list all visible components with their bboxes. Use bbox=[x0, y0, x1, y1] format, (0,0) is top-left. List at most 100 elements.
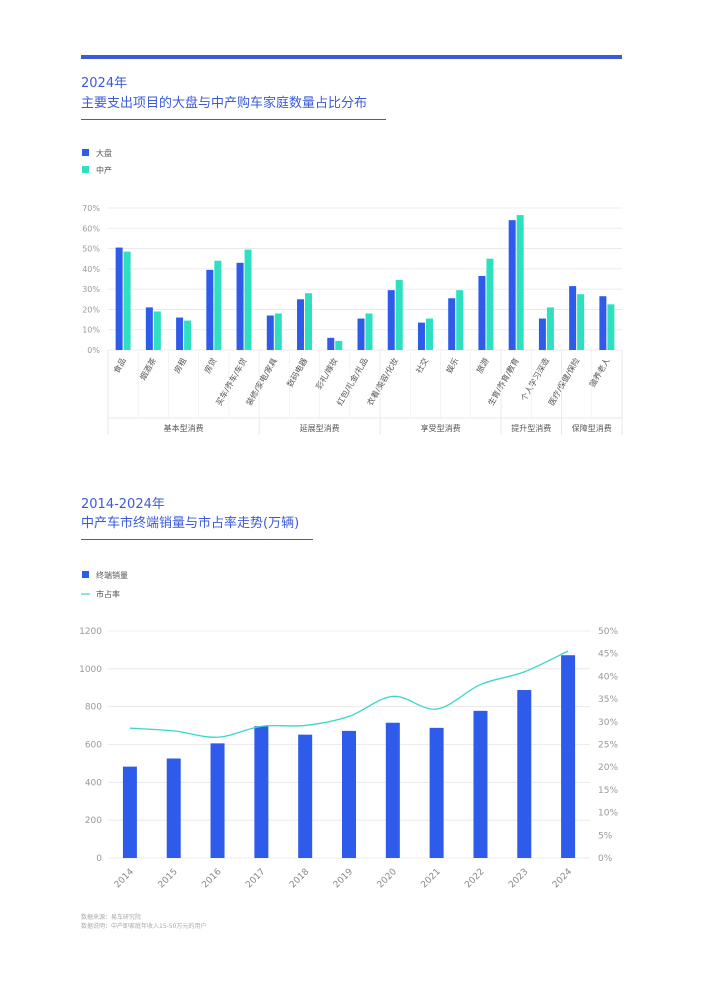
group-label: 享受型消费 bbox=[421, 423, 461, 433]
bar-zhongchan bbox=[395, 280, 403, 350]
chart2-main-title: 中产车市终端销量与市占率走势(万辆) bbox=[81, 516, 300, 531]
y-tick-label: 40% bbox=[82, 265, 100, 274]
bar-dapan bbox=[115, 247, 123, 350]
bar-zhongchan bbox=[123, 251, 131, 350]
chart2-year-title: 2014-2024年 bbox=[81, 497, 165, 512]
bar-dapan bbox=[206, 269, 214, 350]
bar-zhongchan bbox=[516, 215, 524, 350]
bar-zhongchan bbox=[184, 320, 192, 350]
y-tick-label: 30% bbox=[82, 285, 100, 294]
x-tick-label: 2015 bbox=[157, 867, 180, 890]
bar-dapan bbox=[297, 299, 305, 350]
legend-swatch-sales bbox=[82, 571, 89, 578]
bar-zhongchan bbox=[153, 311, 161, 350]
x-tick-label: 2016 bbox=[200, 867, 223, 890]
bar-dapan bbox=[478, 275, 486, 350]
y-right-tick-label: 40% bbox=[598, 672, 618, 682]
bar-sales bbox=[429, 727, 444, 858]
chart1-year-title: 2024年 bbox=[81, 76, 128, 91]
y-left-tick-label: 1200 bbox=[79, 627, 102, 637]
bar-zhongchan bbox=[607, 304, 615, 350]
y-right-tick-label: 0% bbox=[598, 854, 613, 864]
bar-sales bbox=[166, 758, 181, 858]
legend-label: 市占率 bbox=[96, 589, 120, 599]
y-left-tick-label: 0 bbox=[96, 854, 102, 864]
legend-label: 终端销量 bbox=[96, 570, 128, 580]
y-right-tick-label: 35% bbox=[598, 695, 618, 705]
x-tick-label: 2017 bbox=[244, 867, 267, 890]
y-tick-label: 0% bbox=[87, 346, 100, 355]
y-right-tick-label: 10% bbox=[598, 809, 618, 819]
y-tick-label: 10% bbox=[82, 326, 100, 335]
bar-sales bbox=[210, 743, 225, 858]
bar-dapan bbox=[236, 262, 244, 350]
bar-sales bbox=[342, 730, 356, 858]
bar-zhongchan bbox=[456, 290, 464, 350]
legend-swatch-zhongchan bbox=[82, 166, 89, 173]
y-left-tick-label: 200 bbox=[85, 816, 102, 826]
bar-sales bbox=[473, 710, 488, 858]
bar-sales bbox=[517, 690, 532, 858]
y-tick-label: 20% bbox=[82, 305, 100, 314]
chart1-main-title: 主要支出项目的大盘与中产购车家庭数量占比分布 bbox=[81, 96, 368, 111]
group-label: 延展型消费 bbox=[300, 423, 340, 433]
legend-label: 大盘 bbox=[96, 148, 112, 158]
chart2-title-rule bbox=[81, 539, 313, 540]
group-label: 提升型消费 bbox=[511, 423, 551, 433]
x-tick-label: 2023 bbox=[507, 867, 530, 890]
footnote-note: 数据说明：中产即家庭年收入15-50万元的用户 bbox=[81, 923, 207, 930]
bar-zhongchan bbox=[365, 313, 373, 350]
group-label: 基本型消费 bbox=[164, 423, 204, 433]
x-tick-label: 2024 bbox=[551, 867, 574, 890]
x-tick-label: 2018 bbox=[288, 867, 311, 890]
y-tick-label: 70% bbox=[82, 204, 100, 213]
bar-dapan bbox=[417, 322, 425, 350]
share-line bbox=[129, 650, 569, 738]
bar-sales bbox=[561, 655, 576, 858]
top-accent-bar bbox=[81, 55, 622, 59]
y-tick-label: 60% bbox=[82, 224, 100, 233]
bar-zhongchan bbox=[546, 307, 554, 350]
y-right-tick-label: 15% bbox=[598, 786, 618, 796]
bar-dapan bbox=[508, 220, 516, 350]
bar-sales bbox=[385, 722, 400, 858]
bar-dapan bbox=[538, 318, 546, 350]
bar-dapan bbox=[327, 337, 335, 350]
x-tick-label: 2020 bbox=[376, 867, 399, 890]
y-right-tick-label: 30% bbox=[598, 718, 618, 728]
bar-dapan bbox=[176, 317, 184, 350]
y-left-tick-label: 1000 bbox=[79, 665, 102, 675]
bar-dapan bbox=[448, 298, 456, 350]
chart1-title-rule bbox=[81, 119, 386, 120]
bar-zhongchan bbox=[305, 293, 313, 350]
x-tick-label: 2022 bbox=[463, 867, 486, 890]
y-right-tick-label: 25% bbox=[598, 741, 618, 751]
bar-zhongchan bbox=[335, 340, 343, 350]
bar-dapan bbox=[357, 318, 365, 350]
bar-zhongchan bbox=[425, 318, 433, 350]
bar-dapan bbox=[387, 290, 395, 350]
y-right-tick-label: 50% bbox=[598, 627, 618, 637]
footnote-source: 数据来源：易车研究院 bbox=[81, 914, 142, 921]
group-label: 保障型消费 bbox=[572, 423, 612, 433]
y-left-tick-label: 400 bbox=[85, 778, 102, 788]
bar-sales bbox=[122, 766, 137, 858]
legend-label: 中产 bbox=[96, 165, 112, 175]
bar-dapan bbox=[599, 296, 607, 350]
x-tick-label: 2021 bbox=[419, 867, 442, 890]
y-right-tick-label: 5% bbox=[598, 831, 613, 841]
bar-sales bbox=[254, 726, 269, 858]
bar-zhongchan bbox=[274, 313, 282, 350]
y-tick-label: 50% bbox=[82, 245, 100, 254]
x-tick-label: 2014 bbox=[113, 867, 136, 890]
y-right-tick-label: 45% bbox=[598, 650, 618, 660]
bar-dapan bbox=[266, 315, 274, 350]
bar-sales bbox=[298, 734, 313, 858]
y-right-tick-label: 20% bbox=[598, 763, 618, 773]
x-tick-label: 2019 bbox=[332, 867, 355, 890]
bar-zhongchan bbox=[244, 249, 252, 350]
bar-dapan bbox=[569, 286, 577, 350]
bar-zhongchan bbox=[214, 260, 222, 350]
